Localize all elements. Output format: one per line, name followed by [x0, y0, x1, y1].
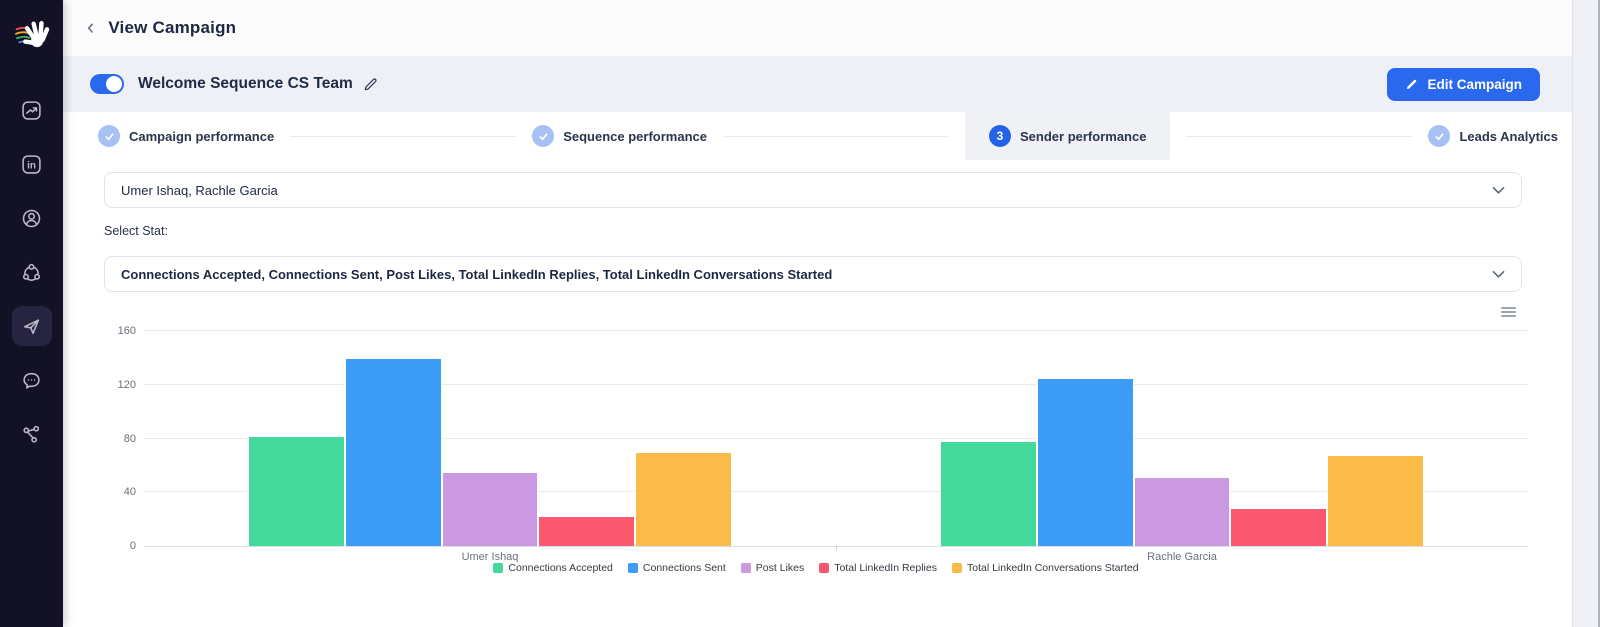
- main-area: ‹ View Campaign Welcome Sequence CS Team…: [63, 0, 1572, 627]
- x-axis-tick: [836, 546, 837, 551]
- network-icon: [22, 263, 41, 281]
- legend-swatch-icon: [740, 563, 751, 573]
- gridline: [144, 383, 1528, 385]
- campaign-name: Welcome Sequence CS Team: [138, 75, 353, 92]
- senders-select[interactable]: Umer Ishaq, Rachle Garcia: [104, 172, 1522, 208]
- chevron-down-icon: [1492, 270, 1505, 278]
- y-axis-tick-label: 80: [123, 432, 136, 445]
- content-card: Campaign performance Sequence performanc…: [63, 112, 1572, 627]
- logo-hand-icon: [14, 21, 49, 48]
- legend-label: Total LinkedIn Replies: [834, 562, 937, 574]
- step-number-badge: 3: [989, 125, 1012, 147]
- toggle-knob: [106, 76, 122, 92]
- legend-swatch-icon: [493, 563, 504, 573]
- y-axis-tick-label: 120: [117, 378, 136, 391]
- y-axis-tick-label: 40: [123, 486, 136, 499]
- campaign-bar: Welcome Sequence CS Team Edit Campaign: [63, 56, 1572, 112]
- sidebar-item-integrations[interactable]: [12, 414, 52, 454]
- gridline: [144, 330, 1528, 331]
- bar[interactable]: [1133, 477, 1231, 546]
- pencil-icon: [1407, 79, 1417, 89]
- page-title: View Campaign: [108, 18, 237, 37]
- legend-item[interactable]: Total LinkedIn Conversations Started: [951, 562, 1139, 574]
- graph-icon: [23, 425, 40, 443]
- tab-sequence-performance[interactable]: Sequence performance: [532, 125, 707, 147]
- legend-label: Connections Sent: [642, 562, 726, 574]
- app-logo[interactable]: [12, 2, 52, 60]
- bar[interactable]: [247, 435, 345, 546]
- tab-sender-performance[interactable]: 3 Sender performance: [965, 112, 1171, 160]
- legend-label: Total LinkedIn Conversations Started: [966, 562, 1139, 574]
- linkedin-icon: in: [22, 154, 41, 174]
- sidebar-nav: in: [11, 90, 52, 454]
- legend-item[interactable]: Connections Accepted: [493, 562, 613, 574]
- legend-swatch-icon: [951, 563, 962, 573]
- sidebar-item-network[interactable]: [12, 252, 52, 292]
- sidebar-item-profile[interactable]: [12, 198, 52, 238]
- bar[interactable]: [1327, 454, 1425, 546]
- back-chevron-icon[interactable]: ‹: [87, 13, 95, 39]
- step-connector: [290, 135, 517, 137]
- steps-row: Campaign performance Sequence performanc…: [63, 112, 1572, 160]
- step-connector: [723, 135, 950, 137]
- y-axis-tick-label: 0: [129, 540, 136, 552]
- user-icon: [22, 209, 41, 227]
- sidebar-item-campaigns[interactable]: [11, 306, 52, 346]
- x-axis-category-label: Rachle Garcia: [1147, 551, 1217, 563]
- bar[interactable]: [441, 472, 539, 546]
- tab-leads-analytics[interactable]: Leads Analytics: [1428, 125, 1558, 147]
- legend-label: Post Likes: [755, 562, 805, 574]
- gridline: [144, 437, 1528, 439]
- chart-context-menu-icon[interactable]: [1501, 307, 1516, 317]
- sidebar: in: [0, 0, 63, 627]
- senders-select-value: Umer Ishaq, Rachle Garcia: [121, 182, 278, 198]
- chart-plot-area: 0 40 80 120 160 Umer Ishaq Rachle Garcia: [118, 325, 1528, 563]
- sender-performance-chart: 0 40 80 120 160 Umer Ishaq Rachle Garcia Conne…: [104, 301, 1528, 574]
- legend-item[interactable]: Total LinkedIn Replies: [819, 562, 937, 574]
- pencil-icon: [364, 77, 377, 90]
- step-connector: [1186, 135, 1413, 137]
- legend-swatch-icon: [627, 563, 638, 573]
- check-icon: [98, 125, 120, 147]
- bar[interactable]: [1036, 378, 1134, 546]
- sidebar-item-linkedin[interactable]: in: [12, 144, 52, 184]
- bar[interactable]: [635, 451, 733, 546]
- check-icon: [532, 125, 555, 147]
- svg-text:in: in: [27, 160, 36, 171]
- edit-name-button[interactable]: [363, 77, 378, 92]
- stat-select-value: Connections Accepted, Connections Sent, …: [121, 266, 833, 282]
- chevron-down-icon: [1492, 186, 1505, 194]
- stat-select-label: Select Stat:: [104, 224, 168, 238]
- bar[interactable]: [1230, 508, 1328, 546]
- bar[interactable]: [344, 357, 442, 546]
- analytics-icon: [22, 100, 41, 120]
- page-header: ‹ View Campaign: [63, 0, 1572, 56]
- campaign-active-toggle[interactable]: [90, 74, 124, 94]
- bar[interactable]: [538, 516, 636, 546]
- y-axis-tick-label: 160: [117, 325, 136, 337]
- legend-item[interactable]: Connections Sent: [627, 562, 726, 574]
- chat-icon: [23, 372, 40, 389]
- scrollbar[interactable]: [1572, 0, 1600, 627]
- sidebar-item-analytics[interactable]: [12, 90, 52, 130]
- legend-item[interactable]: Post Likes: [740, 562, 805, 574]
- tab-campaign-performance[interactable]: Campaign performance: [98, 125, 274, 147]
- legend-label: Connections Accepted: [508, 562, 613, 574]
- legend-swatch-icon: [819, 563, 830, 573]
- sidebar-item-messages[interactable]: [12, 360, 52, 400]
- edit-campaign-button[interactable]: Edit Campaign: [1387, 67, 1540, 101]
- check-icon: [1428, 125, 1451, 147]
- chart-legend: Connections Accepted Connections Sent Post…: [104, 562, 1528, 574]
- send-icon: [23, 318, 40, 334]
- bar[interactable]: [939, 441, 1037, 546]
- gridline: [144, 491, 1528, 493]
- stat-select[interactable]: Connections Accepted, Connections Sent, …: [104, 256, 1522, 292]
- x-axis-category-label: Umer Ishaq: [461, 551, 519, 563]
